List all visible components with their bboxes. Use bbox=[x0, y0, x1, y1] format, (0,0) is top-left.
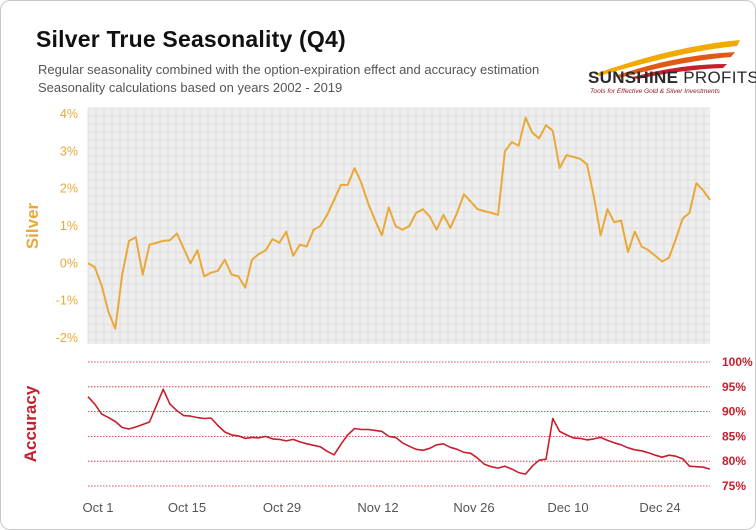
x-tick-label: Nov 26 bbox=[453, 500, 494, 515]
chart-subtitle-line2: Seasonality calculations based on years … bbox=[38, 80, 343, 95]
silver-y-tick-label: 1% bbox=[60, 219, 78, 233]
silver-y-tick-label: -2% bbox=[56, 331, 78, 345]
x-tick-label: Dec 24 bbox=[639, 500, 680, 515]
silver-axis-label: Silver bbox=[23, 202, 42, 249]
accuracy-y-tick-label: 90% bbox=[722, 405, 746, 419]
logo-wordmark: SUNSHINE PROFITS bbox=[588, 68, 756, 88]
silver-y-tick-label: 2% bbox=[60, 182, 78, 196]
x-tick-label: Dec 10 bbox=[547, 500, 588, 515]
silver-y-tick-label: 3% bbox=[60, 144, 78, 158]
accuracy-y-tick-label: 85% bbox=[722, 429, 746, 443]
x-tick-label: Nov 12 bbox=[357, 500, 398, 515]
silver-plot-area bbox=[88, 108, 710, 344]
logo-tagline: Tools for Effective Gold & Silver Invest… bbox=[590, 88, 720, 95]
x-tick-label: Oct 1 bbox=[82, 500, 113, 515]
accuracy-y-tick-label: 80% bbox=[722, 454, 746, 468]
silver-y-tick-label: 4% bbox=[60, 107, 78, 121]
logo-brand-profits: PROFITS bbox=[678, 68, 756, 87]
silver-y-tick-label: -1% bbox=[56, 294, 78, 308]
silver-y-tick-label: 0% bbox=[60, 256, 78, 270]
silver-seasonality-line bbox=[87, 116, 711, 330]
accuracy-line bbox=[87, 388, 711, 475]
chart-title: Silver True Seasonality (Q4) bbox=[36, 26, 346, 52]
logo-brand-sunshine: SUNSHINE bbox=[588, 68, 679, 87]
accuracy-y-tick-label: 100% bbox=[722, 355, 753, 369]
accuracy-y-tick-label: 95% bbox=[722, 380, 746, 394]
sunshine-profits-logo-icon bbox=[595, 40, 740, 79]
x-tick-label: Oct 15 bbox=[168, 500, 206, 515]
x-tick-label: Oct 29 bbox=[263, 500, 301, 515]
accuracy-axis-label: Accuracy bbox=[21, 385, 40, 462]
silver-grid bbox=[87, 107, 710, 344]
chart-subtitle-line1: Regular seasonality combined with the op… bbox=[38, 62, 540, 77]
accuracy-y-tick-label: 75% bbox=[722, 479, 746, 493]
